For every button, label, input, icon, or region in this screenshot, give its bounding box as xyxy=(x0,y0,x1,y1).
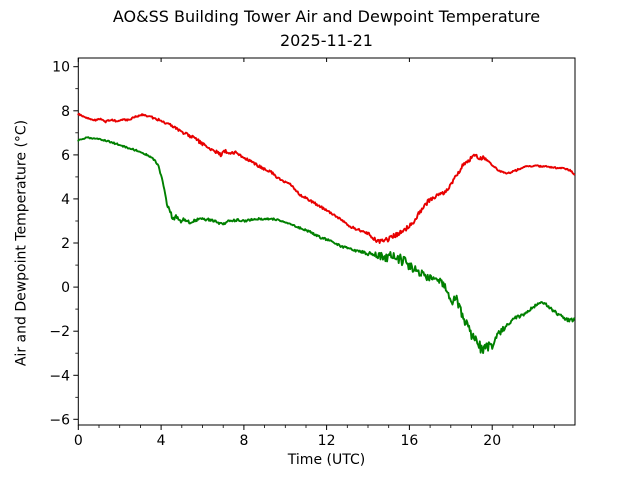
x-tick-label: 20 xyxy=(483,433,501,449)
y-tick-label: 10 xyxy=(52,60,70,76)
y-tick-label: −4 xyxy=(49,368,70,384)
y-tick-label: 8 xyxy=(61,104,70,120)
y-tick-label: 6 xyxy=(61,148,70,164)
x-tick-label: 4 xyxy=(157,433,166,449)
chart-title: AO&SS Building Tower Air and Dewpoint Te… xyxy=(112,7,541,26)
chart-subtitle: 2025-11-21 xyxy=(280,31,373,50)
dewpoint-temperature-line xyxy=(77,136,576,355)
y-axis: −6 −4 −2 0 2 4 6 8 10 xyxy=(49,60,79,428)
air-temperature-line xyxy=(77,112,576,244)
y-tick-label: 4 xyxy=(61,192,70,208)
x-axis-label: Time (UTC) xyxy=(287,452,366,468)
x-tick-label: 8 xyxy=(239,433,248,449)
y-tick-label: −6 xyxy=(49,412,70,428)
y-tick-label: −2 xyxy=(49,324,70,340)
x-tick-label: 0 xyxy=(74,433,83,449)
y-tick-label: 2 xyxy=(61,236,70,252)
x-axis: 0 4 8 12 16 20 xyxy=(74,58,555,449)
x-tick-label: 12 xyxy=(318,433,336,449)
x-tick-label: 16 xyxy=(400,433,418,449)
plot-frame xyxy=(77,57,576,426)
y-tick-label: 0 xyxy=(61,280,70,296)
